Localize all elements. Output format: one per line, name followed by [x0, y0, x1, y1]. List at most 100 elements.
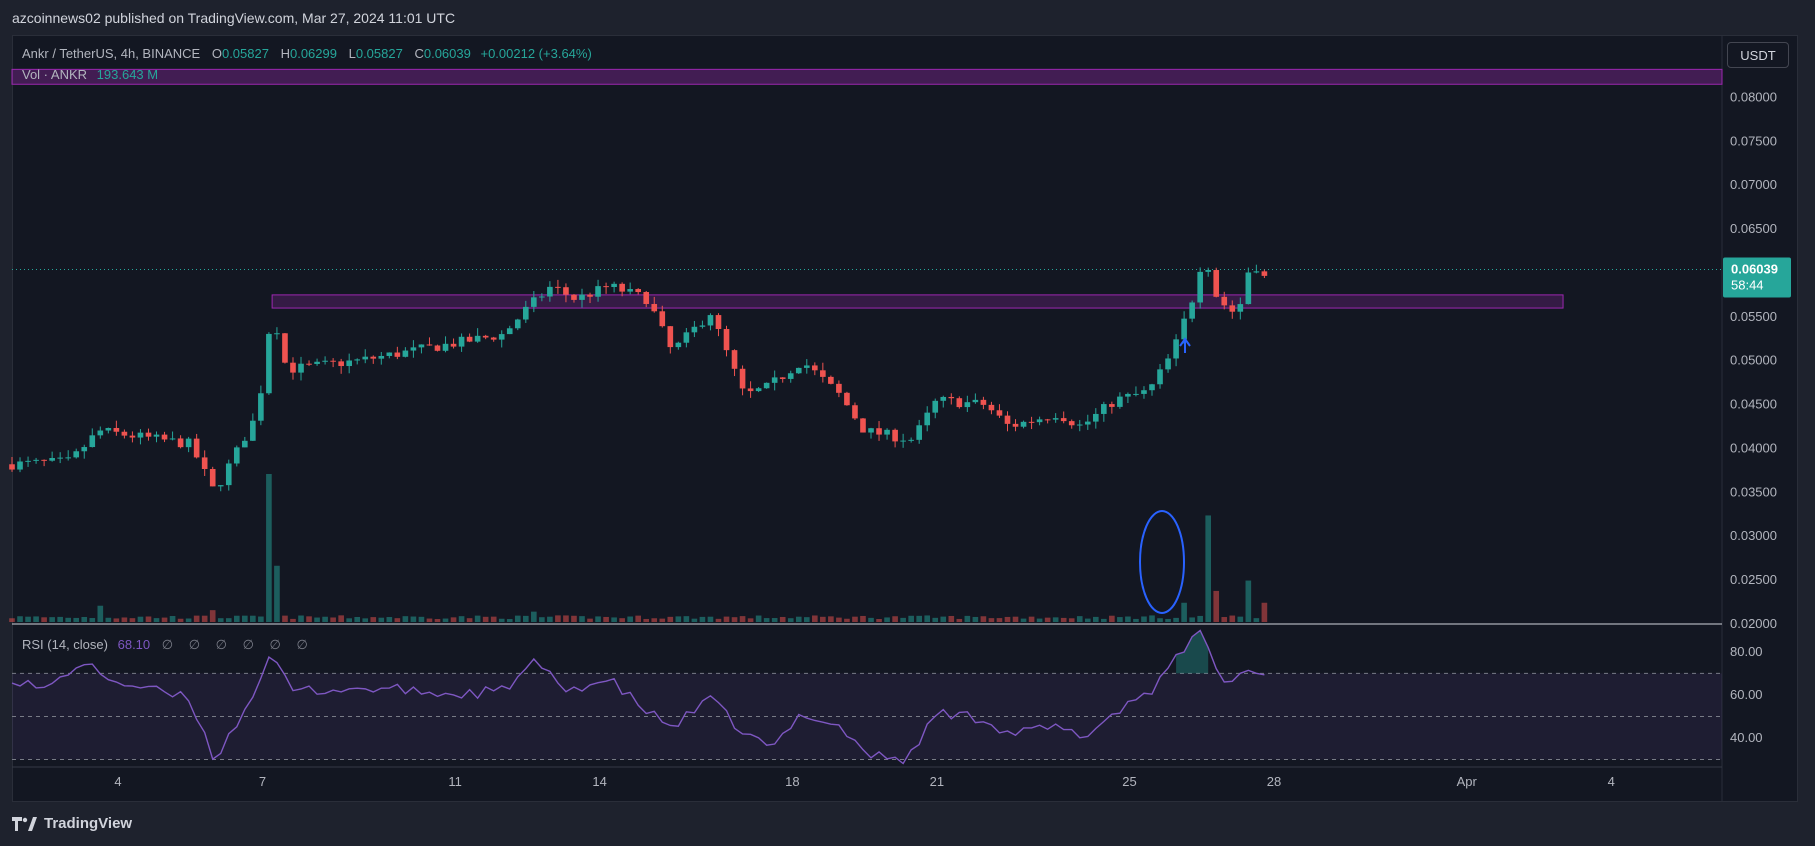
candle-body: [1020, 421, 1027, 427]
candle: [1109, 401, 1115, 414]
candle: [531, 291, 537, 313]
candle: [201, 450, 208, 476]
volume-bar: [338, 615, 344, 622]
candle: [1060, 411, 1067, 424]
candle-body: [803, 365, 810, 368]
candle-body: [506, 328, 513, 335]
volume-bar: [555, 615, 561, 622]
volume-bar: [803, 617, 810, 622]
volume-bar: [539, 617, 545, 622]
candle: [1165, 353, 1171, 373]
candle: [242, 436, 248, 448]
candle-body: [884, 429, 890, 435]
currency-unit-button[interactable]: USDT: [1727, 42, 1789, 68]
candle: [1084, 414, 1091, 430]
candle: [547, 281, 553, 302]
volume-bar: [595, 616, 601, 622]
rsi-tick-label: 80.00: [1730, 644, 1763, 659]
volume-bar: [250, 615, 256, 622]
volume-value: 193.643 M: [96, 67, 159, 82]
candle: [514, 318, 521, 331]
candle: [274, 327, 280, 340]
volume-bar: [306, 616, 312, 622]
candle-body: [33, 459, 39, 461]
candle-body: [659, 311, 666, 327]
candle-body: [1060, 418, 1067, 422]
volume-bar: [924, 615, 931, 622]
candle-body: [1012, 423, 1019, 427]
candle-body: [1044, 419, 1051, 421]
candle: [779, 377, 786, 383]
tradingview-brand[interactable]: TradingView: [12, 815, 132, 832]
volume-bar: [651, 618, 658, 622]
volume-label[interactable]: Vol · ANKR: [22, 67, 88, 82]
support-zone: [271, 294, 1564, 309]
candle: [795, 367, 802, 375]
volume-bar: [731, 617, 738, 622]
volume-bar: [266, 474, 272, 622]
candle-body: [988, 404, 995, 411]
volume-bar: [33, 616, 39, 622]
volume-bar: [852, 616, 858, 622]
volume-bar: [916, 615, 922, 622]
candle: [1052, 413, 1059, 423]
candle: [282, 332, 288, 364]
volume-bar: [1149, 615, 1155, 622]
candle-body: [1141, 390, 1147, 394]
candle: [1092, 408, 1099, 429]
candle-body: [482, 335, 489, 338]
candle-body: [1052, 418, 1059, 420]
volume-bar: [490, 616, 497, 622]
volume-bar: [908, 615, 914, 622]
candle: [1125, 392, 1131, 404]
open-key: O: [211, 46, 222, 61]
volume-bar: [828, 616, 834, 622]
rsi-label[interactable]: RSI (14, close): [22, 637, 108, 652]
candle-body: [635, 289, 642, 293]
candle-body: [137, 432, 144, 438]
retest-arrow-head: [1179, 337, 1191, 347]
volume-bar: [193, 615, 200, 622]
volume-bar: [795, 616, 802, 622]
candle-body: [1028, 421, 1035, 423]
candle-body: [1109, 404, 1115, 407]
candle: [699, 320, 706, 329]
volume-bar: [563, 615, 569, 622]
candle-body: [836, 383, 842, 393]
volume-bar: [274, 565, 280, 622]
volume-bar: [1060, 617, 1067, 622]
candle: [233, 445, 240, 467]
candle: [370, 355, 377, 364]
volume-bar: [1197, 615, 1203, 622]
volume-bar: [1253, 618, 1260, 622]
candle-body: [651, 303, 658, 312]
candle-body: [209, 469, 216, 487]
candle-body: [225, 463, 232, 486]
candle: [595, 279, 601, 302]
candle-body: [715, 315, 722, 330]
volume-bar: [739, 616, 746, 622]
volume-bar: [161, 617, 168, 622]
candle-body: [932, 400, 939, 413]
candle: [892, 428, 898, 448]
candle-body: [298, 363, 304, 373]
volume-bar: [1245, 580, 1252, 622]
volume-bar: [145, 616, 152, 622]
price-tick-label: 0.03500: [1730, 484, 1777, 499]
candle: [121, 429, 128, 439]
candle: [1229, 300, 1236, 319]
candle: [1117, 392, 1123, 409]
chart-frame[interactable]: [12, 35, 1798, 802]
candle: [466, 333, 473, 343]
axes-layer: 0.085000.080000.075000.070000.065000.055…: [114, 46, 1791, 789]
candle: [755, 387, 762, 393]
candle: [290, 357, 296, 380]
symbol-label[interactable]: Ankr / TetherUS, 4h, BINANCE: [22, 46, 201, 61]
time-tick-label: 4: [114, 774, 121, 789]
volume-bar: [868, 617, 874, 622]
rsi-value: 68.10: [117, 637, 151, 652]
candle-body: [956, 398, 963, 408]
candle-body: [49, 457, 55, 461]
candle-body: [1165, 358, 1171, 370]
